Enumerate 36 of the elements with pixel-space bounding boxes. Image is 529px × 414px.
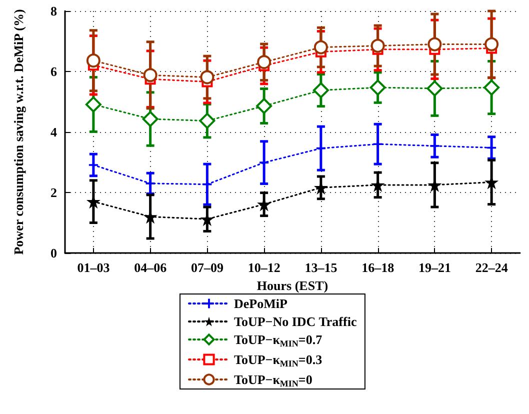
point [199, 112, 216, 129]
point [484, 37, 499, 52]
x-tick-label: 16–18 [362, 260, 395, 275]
point [430, 141, 440, 150]
point [200, 70, 214, 84]
legend-label: DePoMiP [234, 296, 288, 311]
point [484, 80, 500, 96]
point [426, 80, 443, 96]
point [86, 54, 100, 68]
point [428, 37, 442, 52]
y-tick-label: 4 [50, 124, 58, 140]
point [257, 55, 272, 70]
x-tick-label: 04–06 [134, 260, 168, 275]
x-tick-label: 01–03 [77, 260, 110, 275]
y-tick-label: 6 [50, 64, 58, 79]
x-tick-label: 10–12 [248, 260, 280, 275]
x-tick-label: 07–09 [190, 260, 224, 275]
y-axis-title: Power consumption saving w.r.t. DeMiP (%) [11, 9, 26, 255]
x-tick-label: 13–15 [304, 260, 338, 275]
point [370, 80, 386, 96]
x-axis-title: Hours (EST) [256, 278, 328, 293]
point [373, 140, 382, 149]
x-tick-label: 22–24 [475, 260, 508, 275]
point [314, 40, 328, 54]
point [143, 68, 158, 82]
point [312, 82, 329, 98]
y-tick-label: 2 [50, 185, 57, 200]
point [85, 96, 102, 112]
y-tick-label: 8 [50, 4, 58, 18]
x-tick-label: 19–21 [418, 260, 451, 275]
point [142, 110, 158, 127]
point [370, 38, 385, 53]
point [146, 178, 155, 188]
point [256, 98, 272, 114]
legend-label: ToUP−No IDC Traffic [234, 314, 357, 329]
y-tick-label: 0 [50, 246, 57, 260]
